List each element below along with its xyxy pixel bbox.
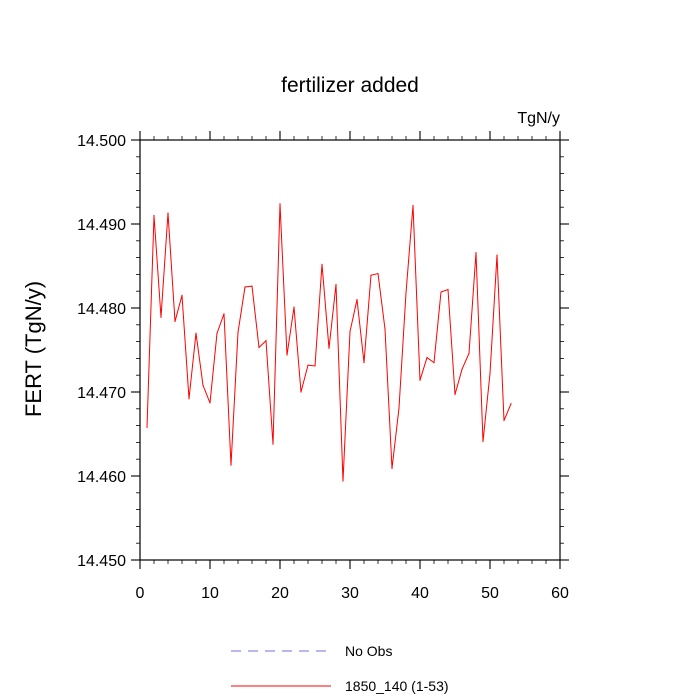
legend-label-1850-140: 1850_140 (1-53) bbox=[345, 678, 449, 694]
data-point bbox=[216, 332, 218, 334]
data-point bbox=[475, 251, 477, 254]
legend-label-no-obs: No Obs bbox=[345, 643, 392, 659]
x-tick-label: 0 bbox=[136, 585, 145, 602]
data-point bbox=[265, 340, 267, 342]
data-point bbox=[174, 320, 176, 323]
data-point bbox=[188, 398, 190, 400]
y-tick-label: 14.460 bbox=[77, 469, 126, 486]
data-point bbox=[244, 286, 246, 288]
data-point bbox=[202, 384, 204, 386]
data-point bbox=[363, 362, 365, 364]
data-point bbox=[321, 263, 323, 265]
data-point bbox=[440, 291, 442, 293]
data-point bbox=[328, 347, 330, 349]
data-point bbox=[496, 254, 498, 256]
x-tick-label: 40 bbox=[411, 585, 429, 602]
x-tick-label: 50 bbox=[481, 585, 499, 602]
y-tick-label: 14.490 bbox=[77, 217, 126, 234]
legend: No Obs 1850_140 (1-53) bbox=[231, 643, 449, 694]
data-point bbox=[391, 467, 393, 470]
data-point bbox=[412, 204, 414, 207]
data-point bbox=[377, 272, 379, 275]
data-point bbox=[146, 426, 148, 428]
y-tick-label: 14.470 bbox=[77, 385, 126, 402]
data-point bbox=[503, 419, 505, 422]
data-point bbox=[370, 274, 372, 276]
units-label: TgN/y bbox=[517, 110, 560, 127]
chart-title: fertilizer added bbox=[281, 74, 419, 97]
data-point bbox=[510, 403, 512, 405]
data-point bbox=[251, 285, 253, 287]
y-tick-label: 14.450 bbox=[77, 553, 126, 570]
data-point bbox=[426, 356, 428, 359]
y-tick-label: 14.500 bbox=[77, 133, 126, 150]
data-point bbox=[167, 212, 169, 214]
data-point bbox=[335, 283, 337, 286]
series-line-1850-140-1-53- bbox=[146, 203, 512, 482]
data-point bbox=[454, 393, 456, 396]
data-point bbox=[160, 316, 162, 318]
y-tick-label: 14.480 bbox=[77, 301, 126, 318]
axis-ticks bbox=[131, 131, 569, 569]
y-tick-labels: 14.450 14.460 14.470 14.480 14.490 14.500 bbox=[77, 133, 126, 570]
data-point bbox=[237, 331, 239, 333]
data-point bbox=[398, 407, 400, 409]
data-point bbox=[356, 299, 358, 301]
x-tick-labels: 0 10 20 30 40 50 60 bbox=[136, 585, 569, 602]
data-point bbox=[342, 480, 344, 482]
data-point bbox=[195, 332, 197, 334]
data-point bbox=[482, 440, 484, 443]
data-point bbox=[349, 330, 351, 333]
x-tick-label: 10 bbox=[201, 585, 219, 602]
series-layer bbox=[146, 203, 512, 482]
data-point bbox=[153, 215, 155, 217]
data-point bbox=[181, 294, 183, 296]
data-point bbox=[433, 362, 435, 364]
data-point bbox=[384, 328, 386, 330]
x-tick-label: 30 bbox=[341, 585, 359, 602]
data-point bbox=[300, 391, 302, 393]
plot-frame bbox=[139, 139, 561, 561]
data-point bbox=[279, 203, 281, 205]
data-point bbox=[286, 354, 288, 356]
data-point bbox=[447, 288, 449, 291]
data-point bbox=[272, 443, 274, 445]
data-point bbox=[258, 346, 260, 349]
x-tick-label: 20 bbox=[271, 585, 289, 602]
data-point bbox=[489, 372, 491, 375]
y-axis-label: FERT (TgN/y) bbox=[21, 281, 46, 417]
data-point bbox=[468, 352, 470, 354]
data-point bbox=[293, 306, 295, 308]
data-point bbox=[419, 379, 421, 381]
data-point bbox=[405, 292, 407, 294]
x-tick-label: 60 bbox=[551, 585, 569, 602]
data-point bbox=[223, 313, 225, 315]
data-point bbox=[209, 402, 211, 404]
data-point bbox=[307, 364, 309, 366]
data-point bbox=[230, 464, 232, 466]
data-point bbox=[461, 368, 463, 370]
data-point bbox=[314, 365, 316, 367]
